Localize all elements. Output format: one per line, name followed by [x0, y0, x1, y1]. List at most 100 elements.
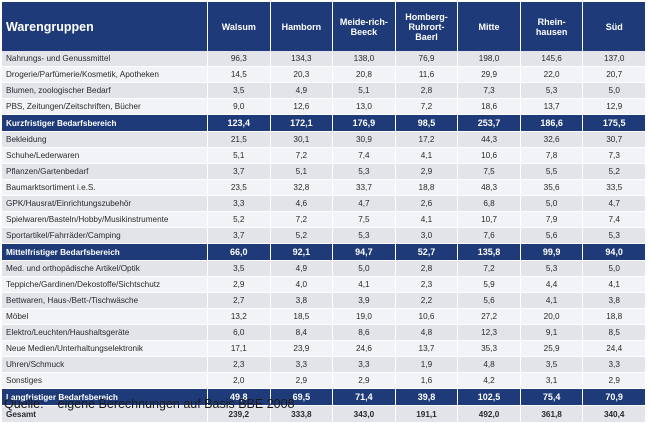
value-cell: 3,1 [520, 373, 584, 389]
value-cell: 12,6 [270, 99, 334, 115]
value-cell: 10,6 [395, 309, 459, 325]
value-cell: 7,4 [333, 148, 396, 164]
value-cell: 29,9 [458, 67, 521, 83]
table-row: Nahrungs- und Genussmittel 96,3 134,3 138,0… [2, 51, 646, 67]
value-cell: 7,8 [520, 148, 584, 164]
table-row: Sonstiges 2,0 2,9 2,9 1,6 4,2 3,1 2,9 [2, 373, 646, 389]
value-cell: 7,3 [458, 83, 521, 99]
table-row: PBS, Zeitungen/Zeitschriften, Bücher 9,0 1… [2, 99, 646, 115]
value-cell: 7,5 [333, 212, 396, 228]
value-cell: 2,9 [583, 373, 646, 389]
value-cell: 14,5 [208, 67, 271, 83]
value-cell: 4,8 [458, 357, 521, 373]
value-cell: 13,2 [208, 309, 271, 325]
subtotal-row: Mittelfristiger Bedarfsbereich 66,0 92,1 94… [2, 244, 646, 261]
value-cell: 10,7 [458, 212, 521, 228]
value-cell: 4,7 [333, 196, 396, 212]
row-label-cell: Schuhe/Lederwaren [2, 148, 209, 164]
row-label-cell: Mittelfristiger Bedarfsbereich [2, 244, 209, 261]
value-cell: 22,0 [520, 67, 584, 83]
subtotal-row: Kurzfristiger Bedarfsbereich 123,4 172,1 17… [2, 115, 646, 132]
value-cell: 33,7 [333, 180, 396, 196]
column-header-district: Süd [583, 2, 646, 51]
value-cell: 11,6 [395, 67, 459, 83]
value-cell: 5,2 [583, 164, 646, 180]
value-cell: 3,5 [520, 357, 584, 373]
value-cell: 4,2 [458, 373, 521, 389]
value-cell: 20,3 [270, 67, 334, 83]
table-row: Pflanzen/Gartenbedarf 3,7 5,1 5,3 2,9 7,5 5,5 5… [2, 164, 646, 180]
value-cell: 4,7 [583, 196, 646, 212]
table-row: Elektro/Leuchten/Haushaltsgeräte 6,0 8,4 8,… [2, 325, 646, 341]
row-label-cell: Drogerie/Parfümerie/Kosmetik, Apotheken [2, 67, 209, 83]
source-label: Quelle: [4, 397, 44, 411]
value-cell: 7,2 [395, 99, 459, 115]
column-header-district: Mitte [458, 2, 521, 51]
value-cell: 3,5 [208, 261, 271, 277]
table-row: Baumarktsortiment i.e.S. 23,5 32,8 33,7 18,8… [2, 180, 646, 196]
value-cell: 138,0 [333, 51, 396, 67]
row-label-cell: Baumarktsortiment i.e.S. [2, 180, 209, 196]
value-cell: 18,8 [395, 180, 459, 196]
value-cell: 32,8 [270, 180, 334, 196]
column-header-district: Walsum [208, 2, 271, 51]
row-label-cell: Sportartikel/Fahrräder/Camping [2, 228, 209, 244]
value-cell: 5,0 [520, 196, 584, 212]
value-cell: 7,9 [520, 212, 584, 228]
value-cell: 5,3 [520, 261, 584, 277]
value-cell: 3,3 [270, 357, 334, 373]
value-cell: 23,5 [208, 180, 271, 196]
value-cell: 12,3 [458, 325, 521, 341]
value-cell: 176,9 [333, 115, 396, 132]
value-cell: 4,1 [583, 277, 646, 293]
value-cell: 4,8 [395, 325, 459, 341]
column-header-category: Warengruppen [2, 2, 209, 51]
value-cell: 20,7 [583, 67, 646, 83]
value-cell: 3,3 [208, 196, 271, 212]
table-row: Sportartikel/Fahrräder/Camping 3,7 5,2 5,3 3… [2, 228, 646, 244]
value-cell: 1,9 [395, 357, 459, 373]
value-cell: 4,1 [520, 293, 584, 309]
value-cell: 7,2 [270, 212, 334, 228]
value-cell: 5,2 [270, 228, 334, 244]
table-row: GPK/Hausrat/Einrichtungszubehör 3,3 4,6 4,7… [2, 196, 646, 212]
value-cell: 25,9 [520, 341, 584, 357]
value-cell: 23,9 [270, 341, 334, 357]
row-label-cell: Langfristiger Bedarfsbereich [2, 389, 209, 406]
value-cell: 2,6 [395, 196, 459, 212]
value-cell: 5,3 [520, 83, 584, 99]
value-cell: 3,7 [208, 228, 271, 244]
value-cell: 44,3 [458, 132, 521, 148]
value-cell: 12,9 [583, 99, 646, 115]
value-cell: 123,4 [208, 115, 271, 132]
column-header-district: Meide-rich-Beeck [333, 2, 396, 51]
value-cell: 8,4 [270, 325, 334, 341]
value-cell: 4,9 [270, 83, 334, 99]
value-cell: 175,5 [583, 115, 646, 132]
value-cell: 8,5 [583, 325, 646, 341]
subtotal-row: Langfristiger Bedarfsbereich 49,8 69,5 71,4… [2, 389, 646, 406]
value-cell: 13,7 [395, 341, 459, 357]
value-cell: 5,0 [333, 261, 396, 277]
value-cell: 18,5 [270, 309, 334, 325]
table-row: Med. und orthopädische Artikel/Optik 3,5 4… [2, 261, 646, 277]
value-cell: 7,5 [458, 164, 521, 180]
value-cell: 18,6 [458, 99, 521, 115]
value-cell: 76,9 [395, 51, 459, 67]
value-cell: 99,9 [520, 244, 584, 261]
table-body: Nahrungs- und Genussmittel 96,3 134,3 138,0… [2, 51, 646, 423]
value-cell: 35,3 [458, 341, 521, 357]
column-header-district: Hamborn [270, 2, 334, 51]
value-cell: 98,5 [395, 115, 459, 132]
value-cell: 94,7 [333, 244, 396, 261]
value-cell: 5,6 [458, 293, 521, 309]
value-cell: 66,0 [208, 244, 271, 261]
value-cell: 102,5 [458, 389, 521, 406]
value-cell: 5,1 [270, 164, 334, 180]
row-label-cell: Neue Medien/Unterhaltungselektronik [2, 341, 209, 357]
value-cell: 2,2 [395, 293, 459, 309]
value-cell: 52,7 [395, 244, 459, 261]
value-cell: 75,4 [520, 389, 584, 406]
value-cell: 5,1 [333, 83, 396, 99]
